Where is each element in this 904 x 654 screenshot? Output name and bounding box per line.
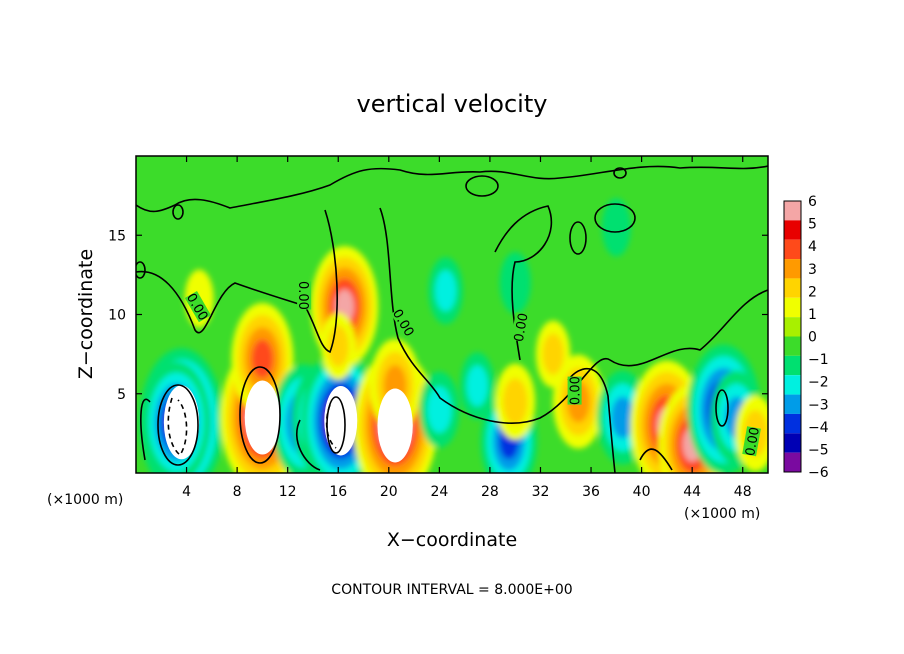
contour-line <box>715 389 729 427</box>
downdraft-cell <box>499 251 531 314</box>
contour-line <box>325 404 337 449</box>
contour-line <box>465 175 499 197</box>
colorbar-label: 1 <box>808 307 817 323</box>
y-tick-label: 10 <box>108 308 126 324</box>
colorbar-frame <box>783 200 802 473</box>
colorbar-swatch <box>784 433 801 453</box>
saturated-core <box>244 380 281 455</box>
y-tick-label: 5 <box>117 387 126 403</box>
colorbar-swatch <box>784 375 801 395</box>
x-tick-label: 8 <box>233 484 242 500</box>
colorbar-swatch <box>784 355 801 376</box>
colorbar-swatch <box>784 259 801 279</box>
downdraft-cell <box>428 257 463 325</box>
x-unit-right: (×1000 m) <box>684 506 760 522</box>
contour-interval: CONTOUR INTERVAL = 8.000E+00 <box>331 582 572 598</box>
downdraft-cell <box>460 352 495 420</box>
contour-line <box>379 207 768 424</box>
x-tick-label: 20 <box>380 484 398 500</box>
colorbar-label: −1 <box>808 352 829 368</box>
colorbar-label: −6 <box>808 465 829 481</box>
colorbar-swatch <box>784 394 801 414</box>
saturated-core <box>377 388 413 463</box>
y-axis-label: Z−coordinate <box>75 249 97 379</box>
x-tick-label: 40 <box>633 484 651 500</box>
colorbar-swatch <box>784 317 801 337</box>
contour-line <box>136 209 338 354</box>
colorbar-label: 0 <box>808 330 817 346</box>
contour-line <box>172 204 184 220</box>
x-tick-label: 16 <box>329 484 347 500</box>
colorbar-label: −5 <box>808 442 829 458</box>
updraft-cell <box>320 312 356 380</box>
colorbar-swatch <box>784 278 801 298</box>
chart-title: vertical velocity <box>357 90 548 118</box>
colorbar-swatch <box>784 220 801 240</box>
colorbar: 6 5 4 3 2 1 0 −1 −2 −3 −4 −5 −6 <box>783 194 829 481</box>
colorbar-swatch <box>784 201 801 221</box>
colorbar-label: 4 <box>808 239 817 255</box>
colorbar-label: 3 <box>808 262 817 278</box>
contour-line <box>140 398 673 471</box>
x-tick-label: 4 <box>182 484 191 500</box>
contour-label: 0.00 <box>569 376 584 405</box>
x-unit-left: (×1000 m) <box>47 492 123 508</box>
contour-line <box>167 397 188 457</box>
x-tick-label: 24 <box>430 484 448 500</box>
contour-label: 0.00 <box>512 312 532 343</box>
contour-line <box>239 366 281 464</box>
y-axis: 5 10 15 <box>108 228 768 403</box>
plot-area: 0.00 0.000.00 0.000.000.00 <box>136 156 768 473</box>
x-tick-label: 36 <box>582 484 600 500</box>
colorbar-swatch <box>784 336 801 356</box>
contour-line <box>594 203 636 233</box>
x-tick-label: 48 <box>734 484 752 500</box>
colorbar-label: −4 <box>808 420 829 436</box>
contour-line <box>157 384 199 466</box>
y-tick-label: 15 <box>108 228 126 244</box>
downdraft-cell <box>419 371 460 448</box>
contour-line <box>569 221 587 255</box>
colorbar-label: 5 <box>808 217 817 233</box>
x-tick-label: 44 <box>683 484 701 500</box>
zero-contours <box>136 165 768 473</box>
contour-line <box>136 261 146 279</box>
colorbar-label: 6 <box>808 194 817 210</box>
x-tick-label: 32 <box>532 484 550 500</box>
downdraft-cell <box>601 198 631 257</box>
colorbar-label: 2 <box>808 284 817 300</box>
contour-line <box>136 165 768 213</box>
colorbar-swatch <box>784 297 801 318</box>
saturated-core <box>163 385 200 460</box>
updraft-cell <box>495 363 536 440</box>
x-tick-label: 28 <box>481 484 499 500</box>
colorbar-swatch <box>784 413 801 434</box>
contour-label: 0.00 <box>743 426 763 457</box>
colorbar-label: −3 <box>808 397 829 413</box>
x-tick-label: 12 <box>279 484 297 500</box>
colorbar-label: −2 <box>808 375 829 391</box>
saturated-core <box>324 385 358 456</box>
velocity-cores <box>163 380 413 463</box>
colorbar-swatch <box>784 452 801 472</box>
x-axis-label: X−coordinate <box>387 529 517 551</box>
x-axis: 4 8 12 16 20 24 28 32 36 40 44 48 <box>182 156 752 500</box>
contour-label: 0.00 <box>295 281 310 310</box>
contour-line <box>613 167 627 179</box>
colorbar-swatch <box>784 239 801 260</box>
contour-line <box>567 367 616 473</box>
contour-line <box>494 205 553 361</box>
